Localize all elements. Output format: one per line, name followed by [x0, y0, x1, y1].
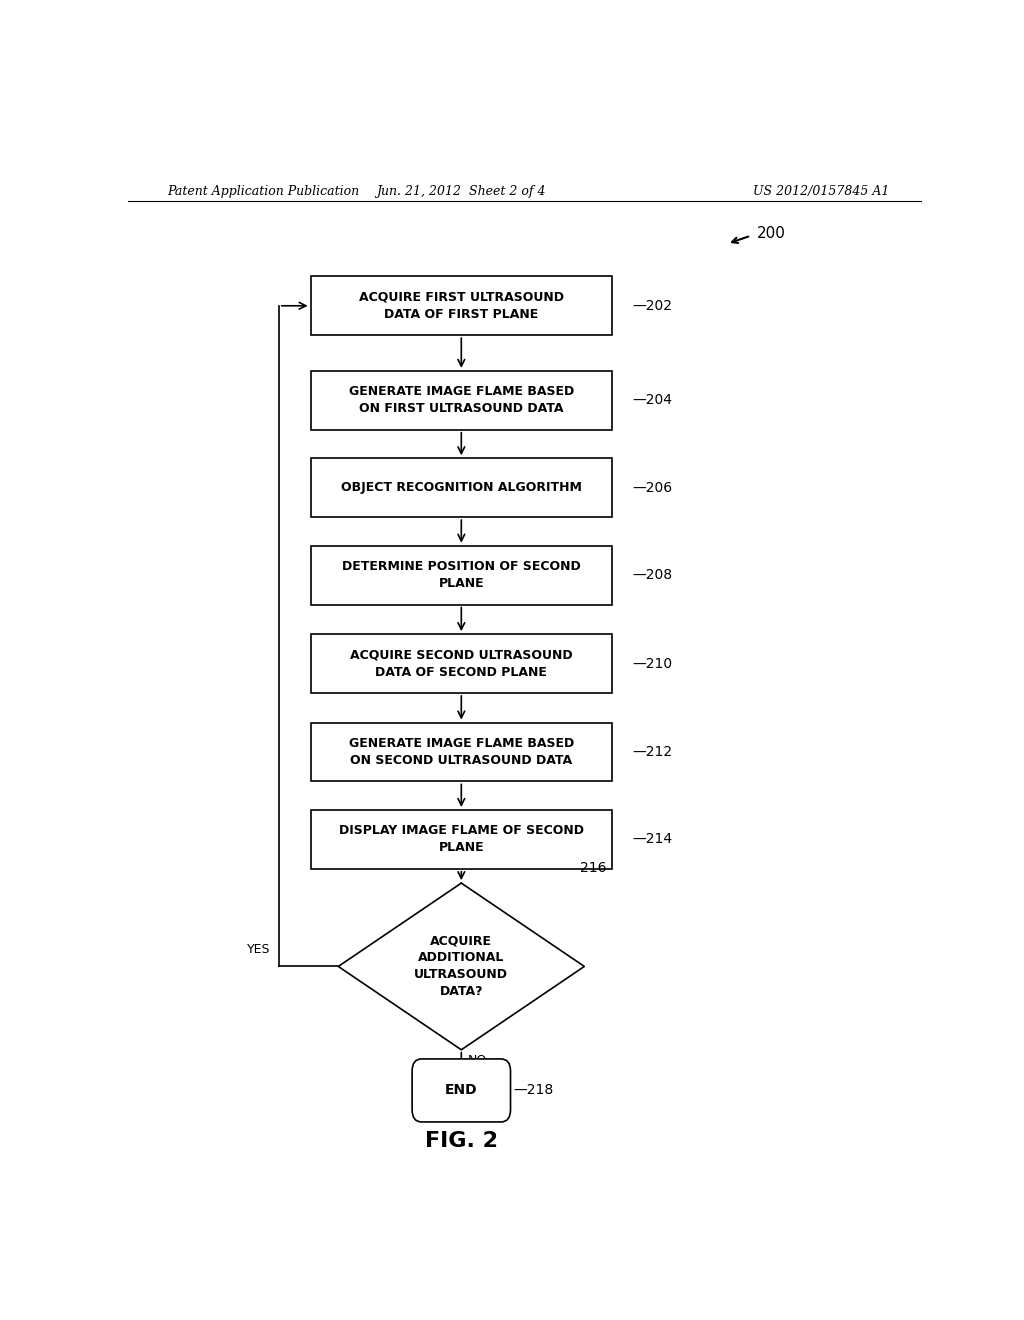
FancyBboxPatch shape	[310, 722, 612, 781]
FancyBboxPatch shape	[412, 1059, 511, 1122]
Polygon shape	[338, 883, 585, 1049]
Text: —208: —208	[632, 568, 672, 582]
Text: 200: 200	[758, 226, 786, 242]
Text: 216: 216	[581, 861, 607, 875]
Text: —214: —214	[632, 833, 672, 846]
Text: DETERMINE POSITION OF SECOND
PLANE: DETERMINE POSITION OF SECOND PLANE	[342, 560, 581, 590]
Text: ACQUIRE
ADDITIONAL
ULTRASOUND
DATA?: ACQUIRE ADDITIONAL ULTRASOUND DATA?	[415, 935, 508, 998]
Text: GENERATE IMAGE FLAME BASED
ON SECOND ULTRASOUND DATA: GENERATE IMAGE FLAME BASED ON SECOND ULT…	[349, 737, 573, 767]
FancyBboxPatch shape	[310, 371, 612, 430]
Text: —212: —212	[632, 744, 672, 759]
FancyBboxPatch shape	[310, 276, 612, 335]
Text: NO: NO	[468, 1053, 486, 1067]
FancyBboxPatch shape	[310, 458, 612, 517]
Text: END: END	[445, 1084, 477, 1097]
FancyBboxPatch shape	[310, 545, 612, 605]
Text: YES: YES	[248, 944, 270, 956]
Text: ACQUIRE SECOND ULTRASOUND
DATA OF SECOND PLANE: ACQUIRE SECOND ULTRASOUND DATA OF SECOND…	[350, 648, 572, 678]
Text: —210: —210	[632, 656, 672, 671]
Text: ACQUIRE FIRST ULTRASOUND
DATA OF FIRST PLANE: ACQUIRE FIRST ULTRASOUND DATA OF FIRST P…	[358, 290, 564, 321]
Text: —218: —218	[513, 1084, 553, 1097]
Text: GENERATE IMAGE FLAME BASED
ON FIRST ULTRASOUND DATA: GENERATE IMAGE FLAME BASED ON FIRST ULTR…	[349, 385, 573, 416]
Text: —206: —206	[632, 480, 672, 495]
Text: DISPLAY IMAGE FLAME OF SECOND
PLANE: DISPLAY IMAGE FLAME OF SECOND PLANE	[339, 825, 584, 854]
FancyBboxPatch shape	[310, 810, 612, 869]
Text: US 2012/0157845 A1: US 2012/0157845 A1	[754, 185, 890, 198]
Text: —204: —204	[632, 393, 672, 408]
FancyBboxPatch shape	[310, 634, 612, 693]
Text: Patent Application Publication: Patent Application Publication	[168, 185, 359, 198]
Text: OBJECT RECOGNITION ALGORITHM: OBJECT RECOGNITION ALGORITHM	[341, 482, 582, 494]
Text: —202: —202	[632, 298, 672, 313]
Text: Jun. 21, 2012  Sheet 2 of 4: Jun. 21, 2012 Sheet 2 of 4	[377, 185, 546, 198]
Text: FIG. 2: FIG. 2	[425, 1131, 498, 1151]
